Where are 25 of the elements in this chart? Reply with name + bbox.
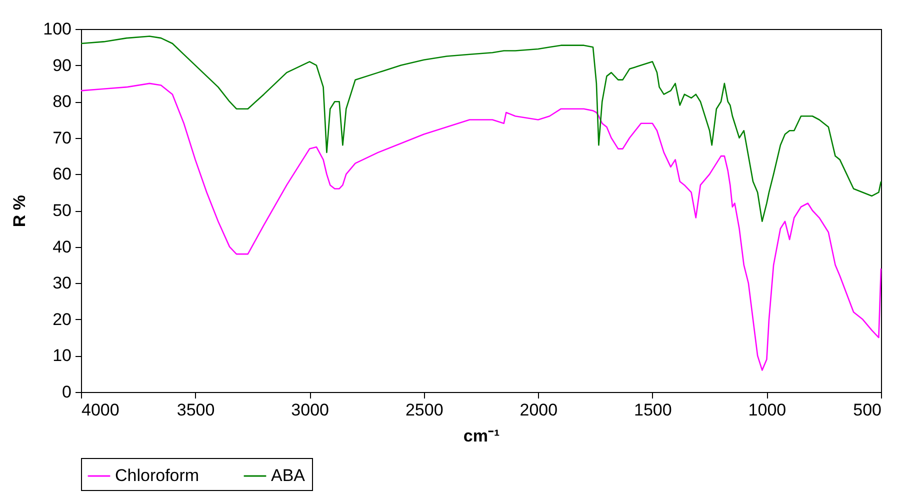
x-axis-title: cm⁻¹: [463, 426, 500, 446]
x-tick-label: 3500: [176, 400, 215, 420]
y-tick-label: 60: [52, 164, 72, 184]
y-tick-label: 10: [52, 346, 72, 366]
y-tick-label: 30: [52, 274, 72, 293]
x-tick-label: 1500: [634, 400, 672, 420]
x-tick-label: 1000: [748, 400, 786, 420]
y-tick-label: 80: [52, 92, 72, 112]
y-axis-title: R %: [10, 194, 30, 228]
legend-label: ABA: [271, 466, 306, 485]
line-series: [80, 36, 882, 222]
y-tick-label: 90: [52, 56, 72, 75]
x-tick-label: 4000: [82, 400, 120, 420]
legend-label: Chloroform: [115, 466, 200, 485]
x-tick-label: 2500: [405, 400, 444, 420]
x-tick-label: 500: [853, 400, 882, 420]
y-tick-label: 50: [52, 201, 72, 220]
y-tick-label: 40: [52, 237, 72, 256]
y-tick-label: 20: [52, 310, 72, 329]
y-tick-label: 0: [62, 382, 72, 402]
x-tick-label: 2000: [520, 400, 558, 420]
x-tick-label: 3000: [291, 400, 329, 420]
y-tick-label: 70: [52, 128, 72, 148]
line-series: [80, 82, 882, 371]
y-tick-label: 100: [43, 20, 72, 38]
